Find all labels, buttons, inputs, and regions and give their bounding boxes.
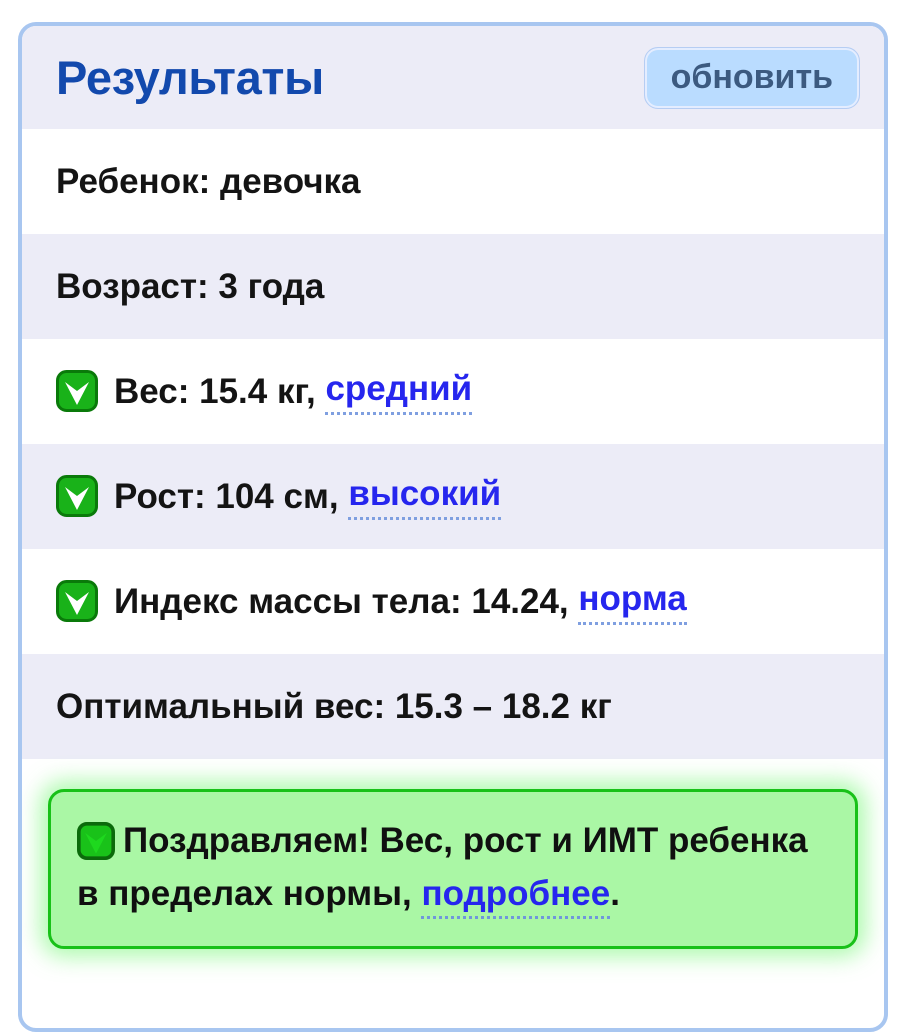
bmi-status-link[interactable]: норма — [578, 579, 687, 625]
success-period: . — [610, 874, 620, 914]
green-check-icon — [56, 474, 98, 517]
height-status-link[interactable]: высокий — [348, 474, 502, 520]
row-height: Рост: 104 см, высокий — [22, 444, 884, 549]
bmi-label: Индекс массы тела: 14.24, — [114, 581, 569, 621]
optimal-weight-label: Оптимальный вес: 15.3 – 18.2 кг — [56, 686, 612, 726]
refresh-button[interactable]: обновить — [643, 46, 860, 109]
row-optimal-weight: Оптимальный вес: 15.3 – 18.2 кг — [22, 654, 884, 759]
green-check-icon — [56, 369, 98, 412]
success-message: Поздравляем! Вес, рост и ИМТ ребенка в п… — [77, 821, 808, 914]
child-label: Ребенок: девочка — [56, 161, 361, 201]
weight-label: Вес: 15.4 кг, — [114, 371, 316, 411]
weight-status-link[interactable]: средний — [325, 369, 473, 415]
success-alert-wrapper: Поздравляем! Вес, рост и ИМТ ребенка в п… — [22, 759, 884, 990]
height-label: Рост: 104 см, — [114, 476, 339, 516]
row-age: Возраст: 3 года — [22, 234, 884, 339]
success-details-link[interactable]: подробнее — [421, 874, 611, 920]
age-label: Возраст: 3 года — [56, 266, 325, 306]
page-title: Результаты — [56, 51, 324, 104]
results-card: Результаты обновить Ребенок: девочка Воз… — [18, 22, 888, 1032]
card-header: Результаты обновить — [22, 26, 884, 129]
success-alert: Поздравляем! Вес, рост и ИМТ ребенка в п… — [48, 789, 858, 950]
green-check-icon — [77, 821, 115, 860]
row-bmi: Индекс массы тела: 14.24, норма — [22, 549, 884, 654]
green-check-icon — [56, 579, 98, 622]
row-weight: Вес: 15.4 кг, средний — [22, 339, 884, 444]
row-child: Ребенок: девочка — [22, 129, 884, 234]
